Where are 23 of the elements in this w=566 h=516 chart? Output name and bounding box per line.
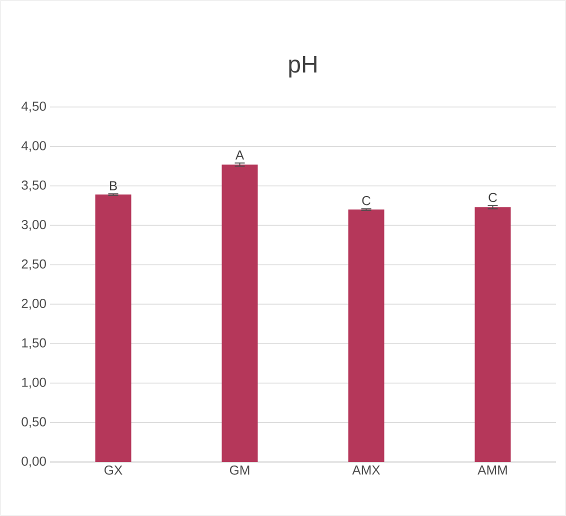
y-tick-label: 0,50: [22, 417, 46, 428]
chart-title: pH: [289, 56, 316, 78]
y-tick-label: 2,50: [22, 259, 46, 270]
y-tick-label: 1,00: [22, 378, 46, 388]
bar: [95, 194, 132, 462]
bar: [222, 164, 258, 462]
x-tick-label: AMX: [352, 466, 380, 474]
x-tick-label: GM: [230, 466, 250, 475]
y-tick-label: 4,50: [21, 102, 46, 112]
annotation: C: [362, 196, 370, 206]
annotation: B: [110, 181, 117, 190]
bar: [474, 207, 511, 462]
y-tick-label: 3,00: [22, 220, 46, 231]
x-tick-label: GX: [104, 466, 122, 475]
y-tick-label: 4,00: [21, 141, 46, 152]
y-tick-label: 1,50: [22, 338, 46, 350]
annotation: C: [488, 192, 497, 202]
y-tick-label: 3,50: [22, 180, 46, 192]
y-tick-label: 2,00: [22, 298, 46, 310]
annotation: A: [235, 150, 244, 160]
y-tick-label: 0,00: [22, 456, 46, 468]
x-tick-label: AMM: [478, 466, 507, 474]
bar: [348, 210, 384, 462]
